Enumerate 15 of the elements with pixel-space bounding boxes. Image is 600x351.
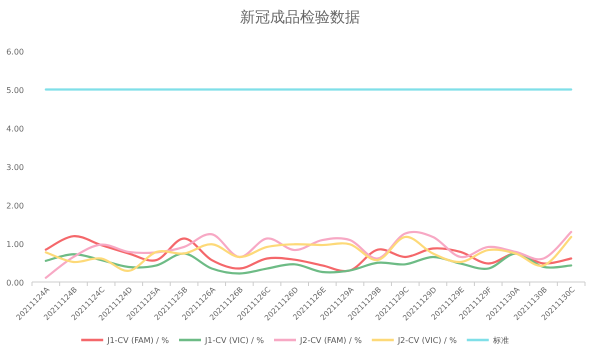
legend-label: J1-CV (FAM) / % — [106, 336, 170, 345]
line-series — [44, 252, 572, 275]
y-tick-label: 5.00 — [6, 86, 24, 95]
y-tick-label: 4.00 — [6, 124, 24, 134]
legend-label: J2-CV (VIC) / % — [396, 336, 458, 345]
legend-label: J1-CV (VIC) / % — [204, 336, 264, 345]
y-tick-label: 3.00 — [6, 163, 24, 172]
legend-label: 标准 — [492, 336, 509, 345]
line-series — [44, 230, 572, 279]
y-tick-label: 1.00 — [6, 240, 24, 249]
y-tick-label: 0.00 — [6, 278, 24, 288]
y-tick-label: 6.00 — [6, 48, 24, 56]
chart-title: 新冠成品检验数据 — [240, 8, 360, 26]
legend-label: J2-CV (FAM) / % — [299, 336, 362, 345]
y-tick-label: 2.00 — [6, 202, 24, 210]
